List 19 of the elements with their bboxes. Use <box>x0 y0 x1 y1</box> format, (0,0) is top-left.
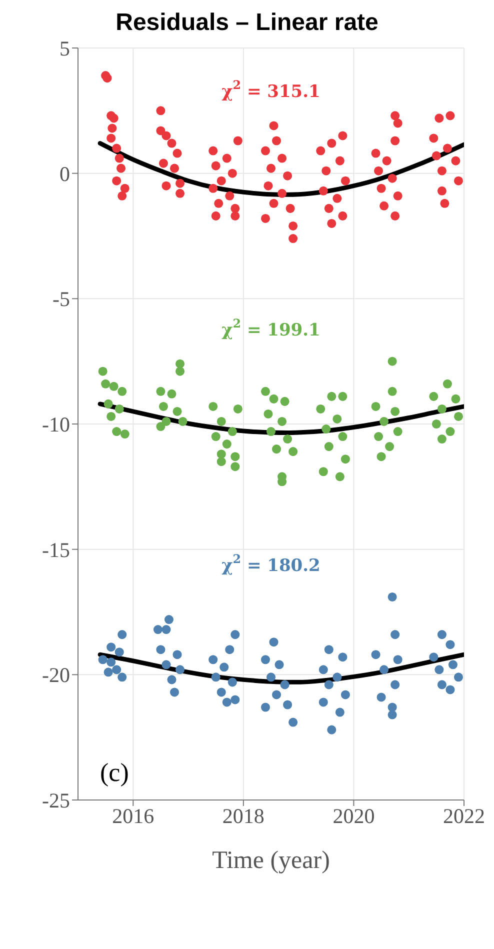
annotation: (c) <box>100 758 129 788</box>
y-tick-label: -15 <box>42 538 70 562</box>
y-tick-label: 0 <box>60 162 70 186</box>
y-tick-label: -25 <box>42 788 70 812</box>
x-tick-label: 2020 <box>332 804 375 828</box>
y-tick-label: -10 <box>42 412 70 436</box>
y-tick-label: 5 <box>60 36 70 60</box>
y-tick-label: -20 <box>42 663 70 688</box>
x-axis-title: Time (year) <box>212 847 330 874</box>
line-series <box>98 402 464 436</box>
chart-title: Residuals – Linear rate <box>114 8 380 38</box>
x-tick-label: 2022 <box>443 804 485 828</box>
annotation: χ$^{2}$ = 180.2 <box>222 552 320 576</box>
x-tick-label: 2018 <box>222 804 264 828</box>
y-tick-label: -5 <box>52 287 70 312</box>
annotation: χ$^{2}$ = 315.1 <box>222 78 320 102</box>
x-tick-label: 2016 <box>112 804 154 828</box>
line-series <box>98 141 464 197</box>
annotation: χ$^{2}$ = 199.1 <box>222 316 320 341</box>
